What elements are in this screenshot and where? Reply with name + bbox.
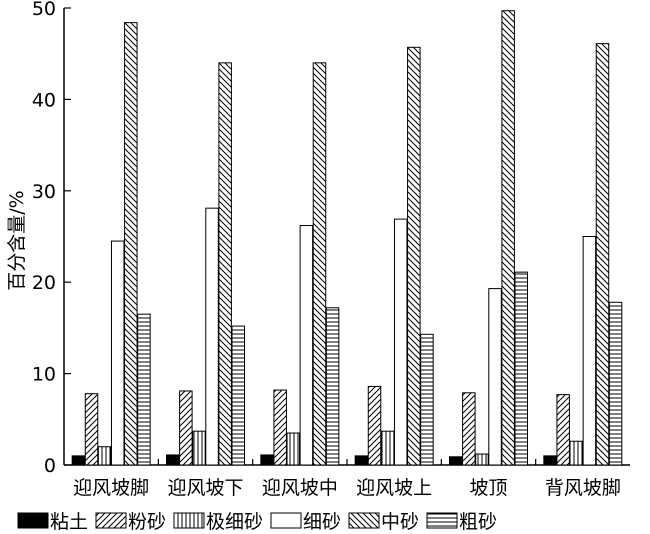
legend-label: 中砂 [381, 511, 419, 533]
bar-粘土-迎风坡上 [354, 455, 369, 466]
bar-细砂-迎风坡下 [205, 207, 219, 466]
bar-粘土-背风坡脚 [543, 455, 557, 466]
bar-细砂-迎风坡上 [393, 218, 408, 466]
legend-label: 粗砂 [459, 511, 497, 533]
legend-swatch [95, 512, 127, 529]
bar-细砂-背风坡脚 [582, 236, 597, 466]
bar-粘土-迎风坡中 [260, 454, 274, 466]
bar-粘土-迎风坡脚 [71, 455, 86, 466]
x-tick-label: 迎风坡下 [167, 477, 243, 499]
labels: 0 10 20 30 40 50 百分含量/% 迎风坡脚 迎风坡下 迎风坡中 迎风坡上 坡顶 背风坡脚 [6, 0, 621, 499]
y-tick-label: 0 [44, 455, 56, 477]
y-tick-label: 10 [32, 364, 56, 386]
bar-细砂-迎风坡脚 [110, 240, 125, 466]
bar-粗砂-迎风坡下 [231, 325, 245, 466]
bar-细砂-迎风坡中 [299, 225, 314, 466]
bar-粗砂-迎风坡脚 [137, 313, 151, 466]
legend-label: 粘土 [50, 511, 88, 533]
bar-粉砂-迎风坡上 [367, 385, 382, 466]
x-tick-label: 迎风坡上 [356, 477, 432, 499]
legend-swatch [348, 512, 380, 529]
bar-粉砂-迎风坡脚 [84, 393, 99, 466]
legend-swatch [270, 512, 302, 529]
bars [71, 10, 623, 466]
bar-粗砂-迎风坡中 [325, 307, 340, 466]
bar-中砂-迎风坡脚 [124, 22, 138, 466]
y-axis-label: 百分含量/% [6, 190, 28, 290]
bar-中砂-迎风坡中 [312, 62, 327, 466]
bar-粉砂-迎风坡下 [179, 390, 193, 466]
x-tick-label: 背风坡脚 [545, 477, 621, 499]
axes [63, 7, 630, 466]
x-tick-label: 迎风坡脚 [73, 477, 149, 499]
bar-粉砂-背风坡脚 [556, 394, 570, 466]
y-tick-label: 30 [32, 181, 56, 203]
legend-swatch [17, 512, 49, 529]
bar-粗砂-迎风坡上 [420, 333, 434, 466]
bar-极细砂-坡顶 [475, 453, 489, 466]
bar-细砂-坡顶 [488, 288, 502, 466]
bar-粗砂-背风坡脚 [608, 301, 623, 466]
y-tick-label: 20 [32, 272, 56, 294]
bar-极细砂-迎风坡上 [380, 430, 395, 466]
legend-label: 粉砂 [128, 511, 166, 533]
y-tick-label: 50 [32, 0, 56, 20]
x-tick-label: 坡顶 [469, 477, 507, 499]
bar-粘土-坡顶 [449, 456, 463, 466]
legend-label: 极细砂 [206, 511, 263, 533]
bar-中砂-坡顶 [501, 10, 515, 466]
bar-粉砂-坡顶 [462, 392, 476, 466]
bar-极细砂-迎风坡下 [192, 430, 206, 466]
legend-swatch [173, 512, 205, 529]
legend: 粘土 粉砂 极细砂 细砂 中砂 粗砂 [17, 511, 497, 533]
bar-极细砂-迎风坡中 [286, 432, 301, 466]
legend-label: 细砂 [303, 511, 341, 533]
bar-中砂-迎风坡下 [218, 62, 232, 466]
y-tick-label: 40 [32, 89, 56, 111]
bar-中砂-迎风坡上 [407, 46, 421, 466]
bar-极细砂-迎风坡脚 [97, 446, 112, 466]
bar-中砂-背风坡脚 [595, 43, 610, 466]
bar-粘土-迎风坡下 [166, 454, 180, 466]
bar-极细砂-背风坡脚 [569, 440, 584, 466]
bar-粉砂-迎风坡中 [273, 389, 287, 466]
x-tick-label: 迎风坡中 [262, 477, 338, 499]
legend-swatch [426, 512, 458, 529]
bar-粗砂-坡顶 [514, 271, 528, 466]
